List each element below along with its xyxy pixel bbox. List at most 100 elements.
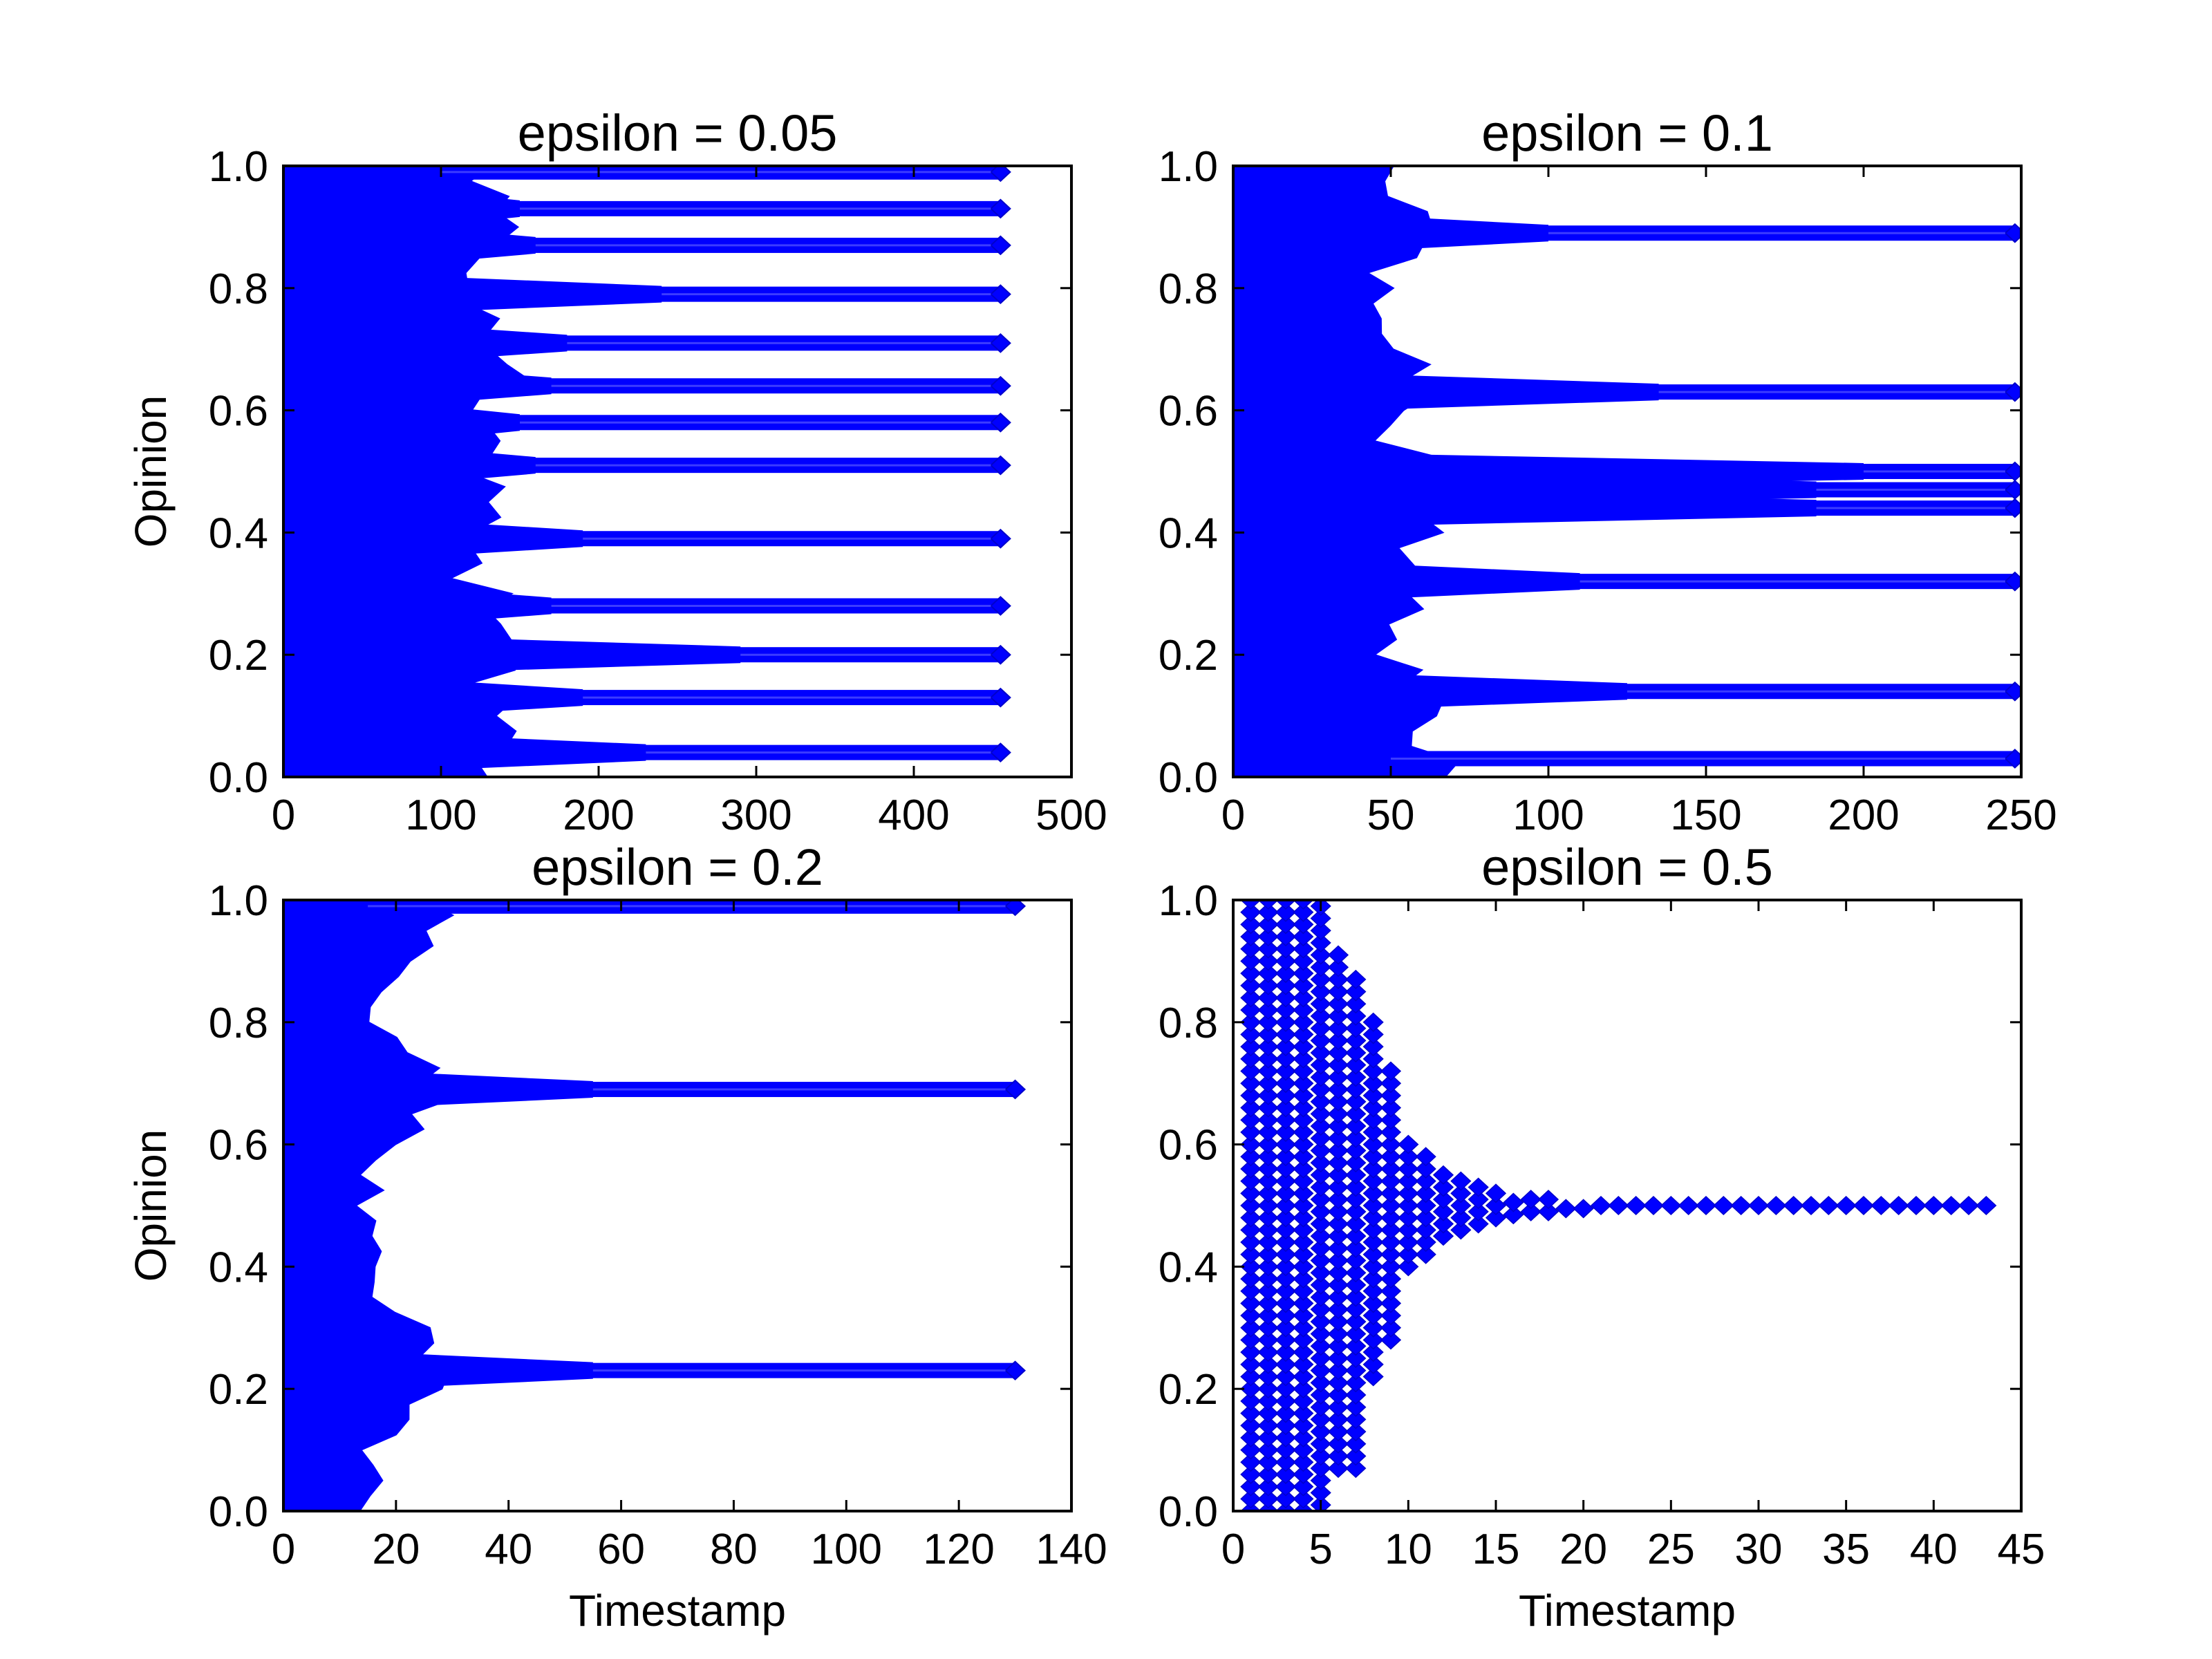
cluster-funnel-2 <box>1365 673 1627 710</box>
opinion-marker <box>1257 900 1279 910</box>
cluster-funnel-6 <box>425 447 536 484</box>
consensus-marker <box>1590 1195 1612 1216</box>
opinion-marker <box>1573 1199 1594 1219</box>
x-tick-label: 20 <box>1559 1526 1607 1573</box>
opinion-marker <box>1555 1199 1577 1219</box>
consensus-marker <box>1713 1195 1734 1216</box>
y-tick-label: 1.0 <box>209 877 268 925</box>
cluster-funnel-10 <box>425 276 662 312</box>
opinion-marker <box>1485 1183 1507 1203</box>
consensus-marker <box>1853 1195 1875 1216</box>
consensus-marker <box>1678 1195 1699 1216</box>
cluster-funnel-7 <box>425 404 520 441</box>
y-tick-label: 0.6 <box>209 388 268 435</box>
x-tick-label: 300 <box>720 791 791 839</box>
y-tick-label: 0.0 <box>1159 754 1218 802</box>
consensus-marker <box>1958 1195 1980 1216</box>
y-tick-label: 0.0 <box>209 1488 268 1536</box>
cluster-funnel-8 <box>425 368 552 404</box>
cluster-funnel-1 <box>384 1352 593 1389</box>
y-tick-label: 0.2 <box>1159 632 1218 679</box>
chart-title: epsilon = 0.05 <box>518 104 838 162</box>
x-tick-label: 400 <box>878 791 949 839</box>
consensus-marker <box>1923 1195 1944 1216</box>
panel-1: 0 100 200 300 400 500 0.0 0.2 0.4 0.6 0.8 1.0 epsilo… <box>126 104 1107 839</box>
x-tick-label: 40 <box>485 1526 532 1573</box>
x-tick-label: 100 <box>405 791 476 839</box>
consensus-marker <box>1905 1195 1927 1216</box>
x-tick-label: 80 <box>710 1526 758 1573</box>
y-axis-label: Opinion <box>126 1130 176 1282</box>
opinion-marker <box>1537 1190 1559 1210</box>
cluster-funnel-11 <box>425 227 536 263</box>
x-tick-label: 50 <box>1367 791 1415 839</box>
cluster-funnel-4 <box>425 588 552 624</box>
x-tick-label: 30 <box>1735 1526 1783 1573</box>
consensus-marker <box>1642 1195 1665 1216</box>
opinion-marker <box>1415 1147 1436 1167</box>
panel-2: 0 50 100 150 200 250 0.0 0.2 0.4 0.6 0.8 1.0 epsilon… <box>1159 104 2057 839</box>
consensus-marker <box>1800 1195 1822 1216</box>
y-tick-label: 0.2 <box>209 1366 268 1414</box>
x-tick-label: 40 <box>1910 1526 1958 1573</box>
consensus-marker <box>1871 1195 1892 1216</box>
consensus-marker <box>1660 1195 1682 1216</box>
opinion-marker <box>1362 1012 1384 1032</box>
opinion-marker <box>1345 969 1367 989</box>
cluster-funnel-3 <box>425 637 741 673</box>
x-tick-label: 0 <box>272 1526 295 1573</box>
y-tick-label: 0.4 <box>209 1244 268 1291</box>
consensus-marker <box>1940 1195 1962 1216</box>
chart-title: epsilon = 0.1 <box>1481 104 1773 162</box>
axes-frame <box>1232 165 2023 778</box>
opinion-marker <box>1240 900 1262 910</box>
consensus-marker <box>1730 1195 1752 1216</box>
x-tick-label: 140 <box>1035 1526 1107 1573</box>
cluster-funnel-8 <box>1365 215 1548 252</box>
x-tick-label: 200 <box>563 791 634 839</box>
x-tick-label: 500 <box>1035 791 1107 839</box>
y-tick-label: 0.6 <box>1159 1122 1218 1170</box>
y-tick-label: 0.0 <box>1159 1488 1218 1536</box>
chart-title: epsilon = 0.2 <box>532 838 823 896</box>
cluster-funnel-9 <box>425 325 568 362</box>
consensus-marker <box>1783 1195 1804 1216</box>
x-tick-label: 250 <box>1985 791 2056 839</box>
consensus-marker <box>1976 1195 1997 1216</box>
cluster-funnel-12 <box>425 190 520 227</box>
x-tick-label: 5 <box>1309 1526 1332 1573</box>
y-tick-label: 1.0 <box>1159 143 1218 191</box>
x-tick-label: 35 <box>1822 1526 1870 1573</box>
panel-3: 0 20 40 60 80 100 120 140 0.0 0.2 0.4 0.6 0.8 1.0 epsi… <box>126 838 1107 1635</box>
opinion-marker <box>1327 945 1349 965</box>
axes-frame <box>1232 899 2023 1512</box>
opinion-marker <box>1520 1190 1541 1210</box>
y-tick-label: 0.8 <box>209 1000 268 1047</box>
consensus-marker <box>1608 1195 1629 1216</box>
x-tick-label: 150 <box>1670 791 1741 839</box>
x-tick-label: 100 <box>1512 791 1584 839</box>
y-tick-label: 0.4 <box>209 509 268 557</box>
cluster-funnel-1 <box>425 734 646 771</box>
opinion-marker <box>1450 1171 1472 1191</box>
chart-title: epsilon = 0.5 <box>1481 838 1773 896</box>
y-tick-label: 0.8 <box>209 265 268 313</box>
x-tick-label: 200 <box>1828 791 1899 839</box>
opinion-marker <box>1468 1177 1489 1197</box>
cluster-funnel-2 <box>425 679 583 716</box>
y-tick-label: 1.0 <box>209 143 268 191</box>
y-tick-label: 0.6 <box>209 1122 268 1170</box>
x-tick-label: 0 <box>272 791 295 839</box>
dense-spread-region <box>283 900 455 1511</box>
y-tick-label: 0.8 <box>1159 265 1218 313</box>
cluster-funnel-1 <box>1365 740 1391 777</box>
x-tick-label: 0 <box>1221 1526 1245 1573</box>
consensus-marker <box>1888 1195 1909 1216</box>
cluster-funnel-6 <box>1365 453 1864 489</box>
plot-area <box>1233 166 2021 777</box>
x-axis-label: Timestamp <box>1519 1586 1736 1635</box>
opinion-marker <box>1275 900 1297 910</box>
y-tick-label: 1.0 <box>1159 877 1218 925</box>
x-tick-label: 10 <box>1385 1526 1432 1573</box>
